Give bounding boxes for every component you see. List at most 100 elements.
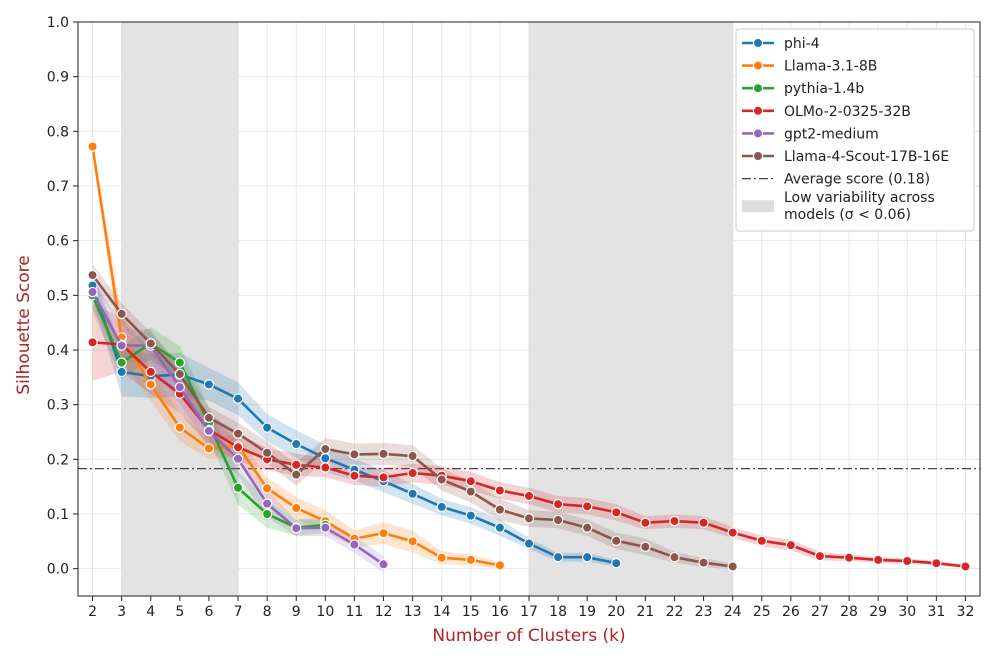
legend-swatch-marker [752, 128, 764, 139]
data-point-llama-3-1-8b [436, 552, 447, 563]
x-tick-label: 28 [840, 604, 858, 620]
legend: phi-4 Llama-3.1-8B pythia-1.4b OLMo-2-0325-… [735, 28, 975, 232]
data-point-llama-3-1-8b [465, 554, 477, 566]
data-point-phi-4 [494, 522, 506, 533]
series-lines [87, 141, 971, 572]
data-point-olmo-2-0325-32b [640, 517, 651, 528]
data-point-llama-3-1-8b [261, 483, 273, 494]
data-point-llama-4-scout-17b-16e [727, 561, 738, 572]
data-point-llama-4-scout-17b-16e [87, 269, 98, 281]
y-tick-label: 0.5 [47, 288, 69, 304]
data-point-olmo-2-0325-32b [494, 485, 506, 496]
data-point-olmo-2-0325-32b [902, 555, 913, 567]
legend-shade-swatch [742, 200, 774, 213]
data-point-llama-3-1-8b [378, 527, 389, 539]
data-point-llama-3-1-8b [174, 422, 186, 433]
x-tick-label: 2 [88, 604, 97, 620]
y-tick-label: 0.0 [47, 562, 69, 578]
legend-swatch-marker [752, 82, 764, 94]
data-point-llama-4-scout-17b-16e [116, 308, 127, 320]
legend-swatch-marker [752, 60, 764, 71]
data-point-llama-4-scout-17b-16e [552, 514, 564, 526]
data-point-gpt2-medium [232, 453, 244, 464]
data-point-llama-4-scout-17b-16e [203, 412, 215, 423]
data-point-phi-4 [581, 551, 593, 563]
data-point-llama-4-scout-17b-16e [640, 541, 651, 553]
data-point-phi-4 [261, 422, 273, 433]
x-tick-label: 9 [292, 604, 301, 620]
y-tick-label: 0.9 [47, 70, 69, 86]
data-point-olmo-2-0325-32b [145, 366, 156, 378]
data-point-phi-4 [116, 366, 127, 378]
data-point-phi-4 [436, 501, 447, 513]
legend-box [735, 28, 975, 232]
data-point-llama-3-1-8b [203, 443, 215, 454]
data-point-llama-3-1-8b [291, 502, 302, 514]
data-point-llama-4-scout-17b-16e [523, 513, 535, 524]
x-tick-label: 32 [957, 604, 975, 620]
data-point-llama-4-scout-17b-16e [320, 443, 331, 455]
x-axis-title: Number of Clusters (k) [432, 626, 625, 646]
data-point-phi-4 [407, 488, 418, 499]
legend-label: pythia-1.4b [784, 81, 864, 97]
data-point-gpt2-medium [378, 559, 389, 570]
data-point-olmo-2-0325-32b [756, 535, 767, 546]
data-point-llama-4-scout-17b-16e [232, 428, 244, 439]
data-point-phi-4 [232, 393, 244, 404]
y-tick-label: 0.7 [47, 179, 69, 195]
data-point-olmo-2-0325-32b [407, 467, 418, 479]
x-tick-label: 27 [811, 604, 829, 620]
shaded-region-2 [528, 21, 734, 597]
data-point-llama-3-1-8b [407, 536, 418, 547]
x-tick-label: 16 [491, 604, 509, 620]
data-point-olmo-2-0325-32b [378, 472, 389, 483]
data-point-pythia-1-4b [116, 357, 127, 368]
data-point-llama-4-scout-17b-16e [174, 368, 186, 380]
data-point-llama-4-scout-17b-16e [581, 522, 593, 533]
shaded-regions [121, 21, 734, 597]
data-point-gpt2-medium [116, 340, 127, 351]
x-tick-label: 20 [607, 604, 625, 620]
data-point-gpt2-medium [320, 522, 331, 533]
data-point-olmo-2-0325-32b [931, 558, 942, 569]
x-tick-label: 11 [346, 604, 364, 620]
data-point-phi-4 [203, 379, 215, 390]
data-point-gpt2-medium [174, 381, 186, 393]
data-point-llama-4-scout-17b-16e [611, 535, 622, 546]
data-point-olmo-2-0325-32b [785, 539, 797, 551]
y-tick-label: 1.0 [47, 15, 69, 31]
data-point-olmo-2-0325-32b [349, 470, 360, 481]
y-axis-title: Silhouette Score [14, 255, 34, 394]
data-point-llama-4-scout-17b-16e [669, 551, 680, 563]
data-point-gpt2-medium [261, 498, 273, 509]
data-point-olmo-2-0325-32b [291, 459, 302, 470]
x-tick-label: 18 [549, 604, 567, 620]
data-point-llama-4-scout-17b-16e [494, 504, 506, 515]
legend-label: OLMo-2-0325-32B [784, 104, 911, 120]
data-point-olmo-2-0325-32b [669, 515, 680, 527]
legend-label: phi-4 [784, 36, 820, 52]
data-point-phi-4 [611, 558, 622, 569]
x-tick-label: 3 [117, 604, 126, 620]
data-point-llama-4-scout-17b-16e [436, 474, 447, 485]
x-tick-label: 14 [433, 604, 451, 620]
y-tick-label: 0.2 [47, 452, 69, 468]
data-point-llama-4-scout-17b-16e [261, 447, 273, 458]
data-point-phi-4 [523, 538, 535, 549]
data-point-phi-4 [465, 510, 477, 521]
y-tick-label: 0.8 [47, 124, 69, 140]
legend-swatch-marker [752, 37, 764, 49]
x-tick-label: 10 [316, 604, 334, 620]
x-tick-label: 17 [520, 604, 538, 620]
x-tick-label: 29 [869, 604, 887, 620]
data-point-olmo-2-0325-32b [232, 442, 244, 453]
legend-average-label: Average score (0.18) [784, 172, 930, 188]
y-tick-label: 0.4 [47, 343, 69, 359]
legend-label: gpt2-medium [784, 126, 879, 142]
x-tick-label: 24 [724, 604, 742, 620]
legend-label: Llama-3.1-8B [784, 59, 877, 75]
data-point-olmo-2-0325-32b [523, 490, 535, 502]
data-point-olmo-2-0325-32b [960, 561, 971, 572]
x-tick-label: 7 [234, 604, 243, 620]
